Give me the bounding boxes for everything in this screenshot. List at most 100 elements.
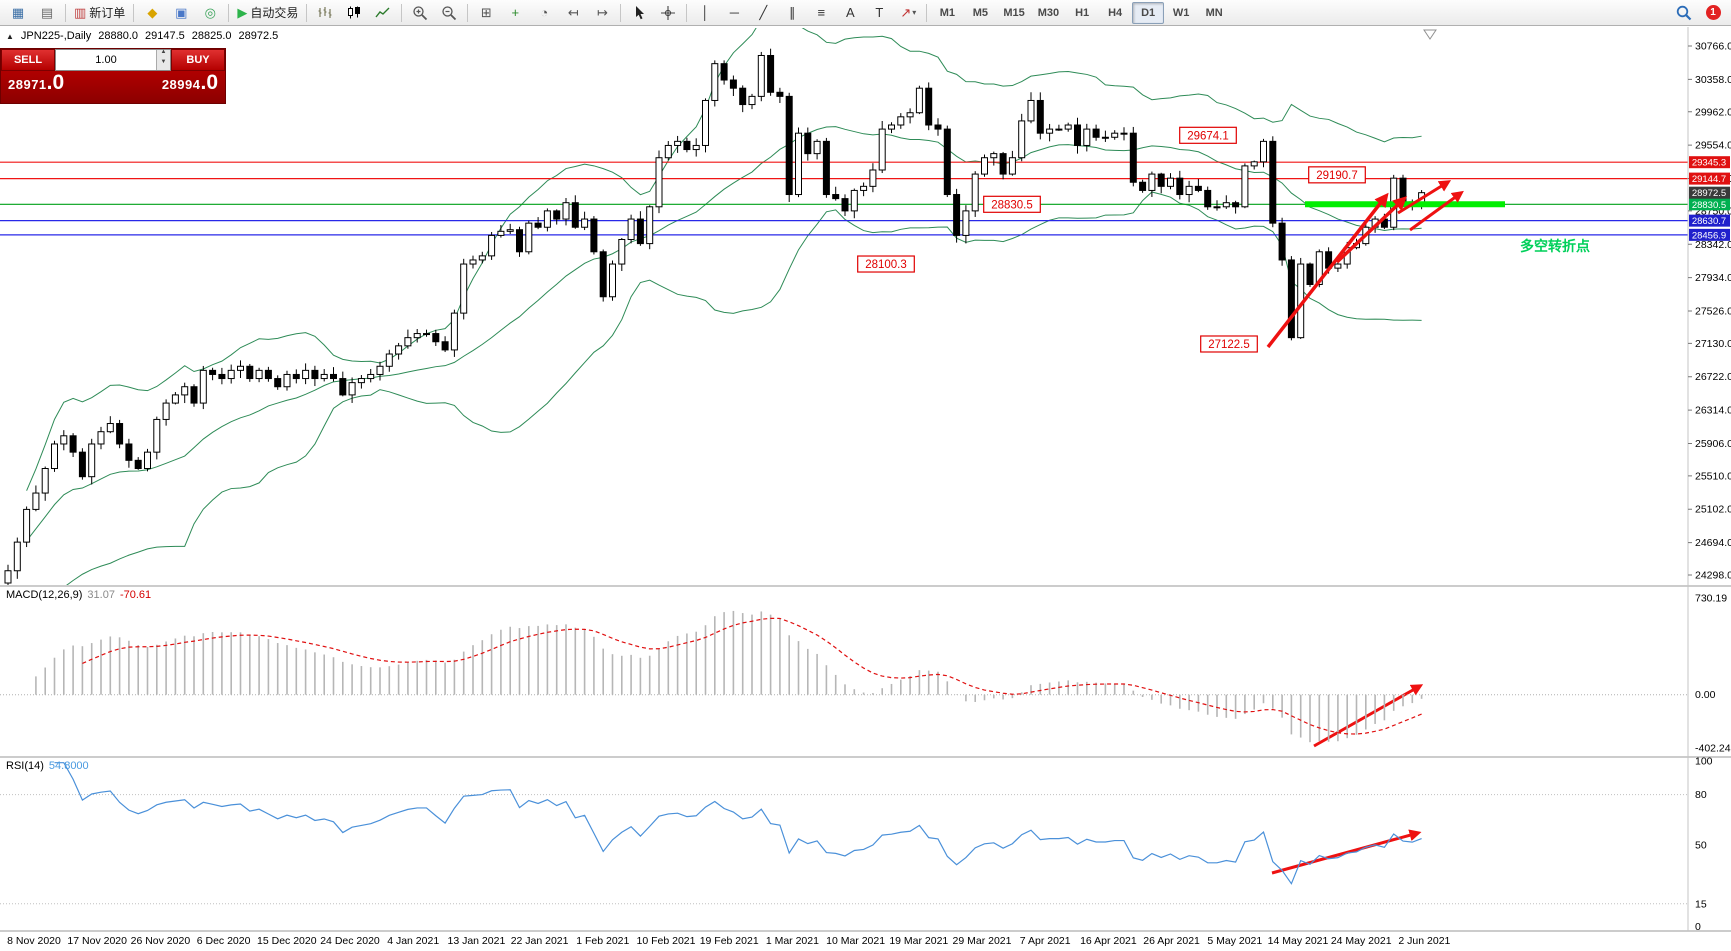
time-axis[interactable]: 8 Nov 2020 17 Nov 2020 26 Nov 2020 6 Dec 20…	[7, 935, 1450, 947]
trendline-button[interactable]: ╱	[759, 5, 768, 20]
trend-arrow[interactable]	[1271, 829, 1422, 875]
toolbar-separator	[133, 3, 135, 22]
main-price-pane	[0, 28, 1688, 585]
toolbar-separator	[65, 3, 66, 22]
market-watch-button[interactable]: ▣	[175, 5, 188, 20]
chart-candles-button[interactable]	[340, 2, 368, 24]
tf-m5-button[interactable]: M5	[972, 6, 988, 19]
shapes-button[interactable]: ↗ ▾	[900, 5, 917, 20]
vertical-line-button[interactable]: │	[701, 5, 710, 20]
autotrading-button[interactable]: ▶ 自动交易	[237, 5, 299, 20]
svg-text:29962.0: 29962.0	[1695, 106, 1731, 118]
volume-field[interactable]: 1.00 ▲ ▼	[55, 49, 171, 71]
rsi-axis[interactable]: 100 80 50 15 0	[1695, 756, 1713, 934]
chart-line-button[interactable]	[369, 2, 397, 24]
svg-text:0.00: 0.00	[1695, 689, 1716, 701]
horizontal-line-button[interactable]: ─	[729, 5, 739, 20]
svg-text:28630.7: 28630.7	[1692, 216, 1726, 227]
profiles-button[interactable]: ▤	[40, 5, 54, 20]
rsi-pane	[0, 762, 1688, 905]
tf-m30-button[interactable]: M30	[1037, 6, 1060, 19]
tile-windows-button[interactable]: ⊞	[480, 5, 492, 20]
toolbar-separator	[926, 3, 928, 22]
price-annotation[interactable]: 29190.7	[1308, 166, 1366, 184]
turning-point-note[interactable]: 多空转折点	[1520, 238, 1590, 254]
axis-price-tag: 28630.7	[1689, 214, 1730, 227]
zoom-out-button[interactable]	[435, 2, 463, 24]
trend-arrow[interactable]	[1397, 180, 1452, 215]
trend-arrow[interactable]	[1335, 196, 1408, 264]
volume-up-icon[interactable]: ▲	[157, 49, 170, 60]
buy-button[interactable]: BUY	[171, 49, 225, 71]
trend-arrow[interactable]	[1409, 190, 1464, 232]
svg-text:80: 80	[1695, 789, 1707, 801]
ohlc-high: 29147.5	[145, 30, 185, 42]
rsi-name: RSI(14)	[6, 760, 44, 772]
sell-button[interactable]: SELL	[1, 49, 55, 71]
channel-button[interactable]: ∥	[789, 5, 796, 20]
price-annotation[interactable]: 28100.3	[857, 255, 915, 273]
indicators-button[interactable]: +	[511, 5, 520, 20]
notifications-button[interactable]: 1	[1699, 2, 1727, 24]
svg-text:24298.0: 24298.0	[1695, 570, 1731, 582]
macd-axis[interactable]: 730.19 0.00 -402.24	[1695, 593, 1731, 755]
chart-shift-marker[interactable]	[1423, 29, 1437, 40]
buy-price[interactable]: 28994.0	[161, 71, 218, 94]
price-annotation[interactable]: 28830.5	[983, 195, 1041, 213]
axis-price-tag: 28972.5	[1689, 186, 1730, 199]
strategy-tester-button[interactable]: ◎	[204, 5, 216, 20]
svg-text:-402.24: -402.24	[1695, 742, 1731, 754]
svg-text:28100.3: 28100.3	[865, 259, 907, 271]
new-order-button[interactable]: ▥ 新订单	[74, 5, 126, 20]
text-button[interactable]: A	[845, 5, 855, 20]
new-chart-button[interactable]: ▦	[11, 5, 25, 20]
sell-price[interactable]: 28971.0	[8, 71, 65, 94]
price-annotation[interactable]: 29674.1	[1179, 126, 1237, 144]
chart-shift-button[interactable]: ↦	[596, 5, 608, 20]
metaeditor-button[interactable]: ◆	[147, 5, 158, 20]
trend-arrow[interactable]	[1266, 192, 1389, 349]
tf-d1-button[interactable]: D1	[1132, 1, 1165, 24]
tf-m1-button[interactable]: M1	[939, 6, 955, 19]
svg-text:26 Nov 2020: 26 Nov 2020	[131, 935, 191, 947]
axis-price-tag: 29144.7	[1689, 172, 1730, 185]
period-button[interactable]: ◔	[540, 5, 549, 20]
tf-h4-button[interactable]: H4	[1108, 6, 1123, 19]
macd-indicator-label: MACD(12,26,9) 31.07 -70.61	[6, 589, 151, 601]
crosshair-button[interactable]	[654, 2, 682, 24]
svg-text:10 Mar 2021: 10 Mar 2021	[826, 935, 885, 947]
axis-price-tag: 28830.5	[1689, 198, 1730, 211]
symbol-ohlc-readout: ▲ JPN225-,Daily 28880.0 29147.5 28825.0 …	[6, 30, 278, 42]
tf-m15-button[interactable]: M15	[1003, 6, 1025, 19]
price-annotation[interactable]: 27122.5	[1200, 335, 1258, 353]
symbol-period-label: JPN225-,Daily	[20, 30, 92, 42]
price-axis[interactable]: 30766.030358.029962.029554.029146.028750…	[1688, 41, 1731, 582]
tf-mn-button[interactable]: MN	[1205, 6, 1223, 19]
svg-text:29674.1: 29674.1	[1187, 130, 1229, 142]
chart-bars-button[interactable]	[311, 2, 339, 24]
search-button[interactable]	[1670, 2, 1698, 24]
volume-value[interactable]: 1.00	[95, 54, 117, 66]
svg-text:27122.5: 27122.5	[1208, 339, 1250, 351]
fibonacci-button[interactable]: ≡	[817, 5, 826, 20]
axis-price-tag: 29345.3	[1689, 156, 1730, 169]
zoom-in-button[interactable]	[406, 2, 434, 24]
tf-h1-button[interactable]: H1	[1075, 6, 1090, 19]
auto-scroll-button[interactable]: ↤	[567, 5, 579, 20]
svg-text:22 Jan 2021: 22 Jan 2021	[511, 935, 569, 947]
svg-text:24 Dec 2020: 24 Dec 2020	[320, 935, 380, 947]
volume-stepper[interactable]: ▲ ▼	[156, 49, 170, 70]
svg-text:0: 0	[1695, 921, 1701, 933]
tf-w1-button[interactable]: W1	[1172, 6, 1190, 19]
svg-text:25906.0: 25906.0	[1695, 438, 1731, 450]
svg-text:26314.0: 26314.0	[1695, 405, 1731, 417]
svg-text:17 Nov 2020: 17 Nov 2020	[67, 935, 127, 947]
volume-down-icon[interactable]: ▼	[157, 59, 170, 70]
svg-text:27526.0: 27526.0	[1695, 305, 1731, 317]
label-button[interactable]: T	[875, 5, 884, 20]
cursor-button[interactable]	[625, 2, 653, 24]
svg-text:27934.0: 27934.0	[1695, 272, 1731, 284]
svg-text:29 Mar 2021: 29 Mar 2021	[953, 935, 1012, 947]
svg-text:15 Dec 2020: 15 Dec 2020	[257, 935, 317, 947]
